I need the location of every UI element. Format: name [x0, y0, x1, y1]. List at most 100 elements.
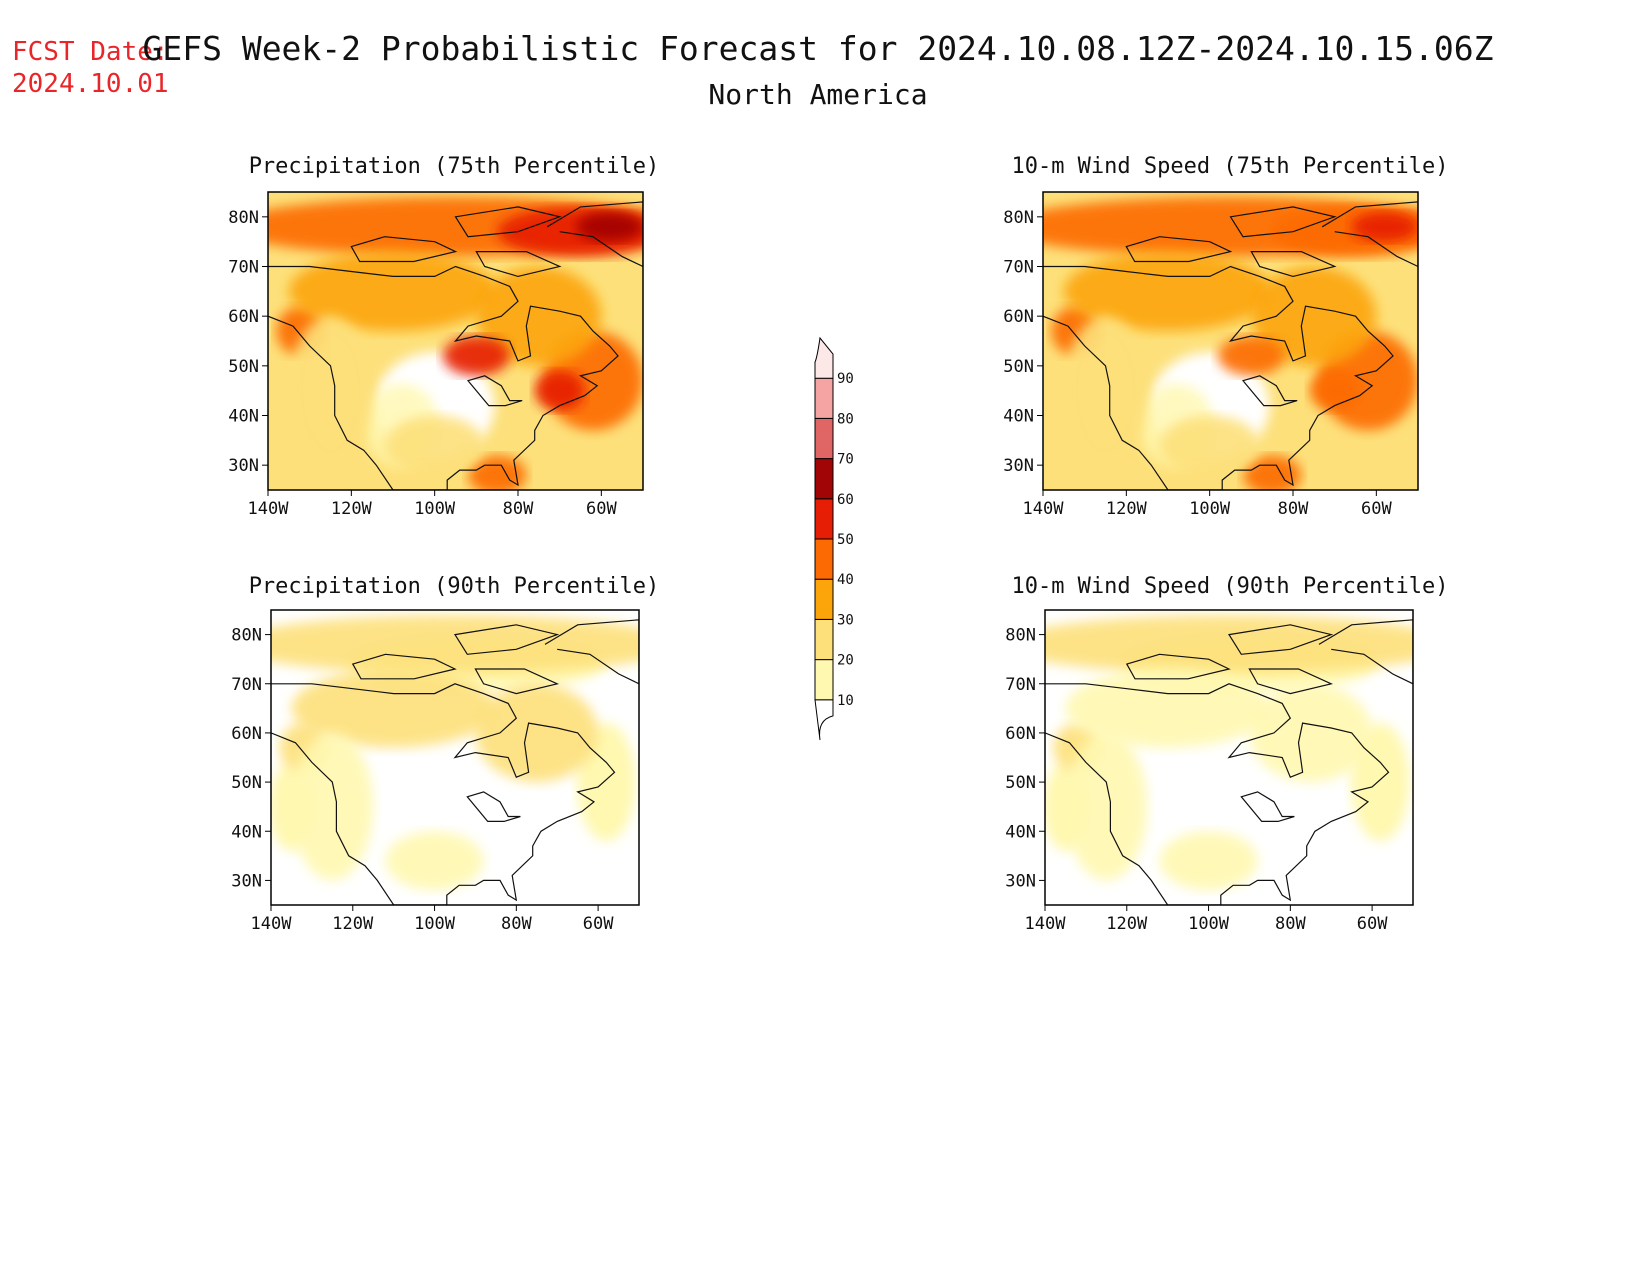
lon-tick-label: 80W [1275, 914, 1306, 934]
field-cell [1045, 614, 1413, 674]
coastlines [1043, 201, 1418, 490]
lat-tick-label: 30N [231, 871, 262, 891]
coastline-arctic-island [1125, 653, 1231, 680]
lat-tick-label: 50N [1005, 773, 1036, 793]
lat-tick-label: 80N [231, 626, 262, 646]
lon-tick-label: 60W [1361, 499, 1392, 519]
colorbar-label: 60 [837, 492, 854, 508]
lon-tick-label: 100W [1188, 914, 1230, 934]
coastline-arctic-island [474, 668, 560, 695]
colorbar-label: 70 [837, 452, 854, 468]
lat-tick-label: 70N [1005, 675, 1036, 695]
coastlines [1045, 619, 1413, 905]
coastline-great-lakes [1240, 791, 1295, 823]
coastline-arctic-island [1248, 668, 1334, 695]
colorbar-label: 30 [837, 612, 854, 628]
coastline-great-lakes [1241, 375, 1298, 407]
panel-precip-90th: Precipitation (90th Percentile) 80N 70N 60… [231, 574, 660, 934]
coastline-arctic-island [475, 251, 562, 278]
probability-field [1043, 192, 1418, 490]
colorbar-label: 40 [837, 572, 854, 588]
field-cell [1351, 211, 1418, 242]
fcst-date-label: FCST Date: [12, 37, 169, 67]
coastline-mainland [268, 265, 619, 490]
lat-tick-label: 50N [1003, 357, 1034, 377]
map-plot: 80N 70N 60N 50N 40N 30N 140W 120W 100W 80W 60W [231, 609, 640, 934]
coastline-mainland [1045, 683, 1390, 905]
colorbar-swatch [814, 578, 834, 620]
field-cell [1218, 336, 1285, 376]
lat-tick-label: 40N [228, 407, 259, 427]
probability-field [271, 610, 639, 905]
map-frame [1044, 609, 1414, 906]
page-subtitle: North America [708, 78, 927, 111]
coastline-arctic-island [1229, 206, 1337, 238]
lat-tick-label: 30N [1003, 456, 1034, 476]
lon-tick-label: 100W [414, 499, 456, 519]
colorbar-label: 90 [837, 371, 854, 387]
panel-title: 10-m Wind Speed (90th Percentile) [1011, 574, 1448, 599]
lon-tick-label: 60W [586, 499, 617, 519]
coastline-greenland [546, 201, 643, 268]
lat-tick-label: 40N [231, 822, 262, 842]
lat-tick-label: 80N [1005, 626, 1036, 646]
fcst-date-value: 2024.10.01 [12, 69, 169, 99]
panel-wind-90th: 10-m Wind Speed (90th Percentile) 80N 70N… [1005, 574, 1448, 934]
lon-tick-label: 120W [331, 499, 373, 519]
coastline-arctic-island [1228, 624, 1334, 655]
colorbar-swatch [814, 336, 834, 379]
colorbar-swatch [814, 417, 834, 460]
coastlines [271, 619, 639, 905]
colorbar-label: 20 [837, 653, 854, 669]
lat-tick-label: 40N [1005, 822, 1036, 842]
coastline-greenland [1321, 201, 1418, 268]
coastline-great-lakes [466, 375, 523, 407]
lat-tick-label: 60N [228, 307, 259, 327]
coastline-great-lakes [466, 791, 521, 823]
coastline-mainland [271, 683, 616, 905]
lon-tick-label: 80W [1278, 499, 1309, 519]
colorbar-legend: 10 20 30 40 50 60 70 80 90 [814, 336, 854, 741]
coastline-greenland [544, 619, 639, 685]
map-plot: 80N 70N 60N 50N 40N 30N 140W 120W 100W 80W 60W [1003, 191, 1419, 519]
colorbar-swatch [814, 538, 834, 580]
panel-wind-75th: 10-m Wind Speed (75th Percentile) 80N 70N… [1003, 154, 1448, 519]
colorbar-swatch [814, 618, 834, 661]
lon-tick-label: 140W [1025, 914, 1067, 934]
lat-tick-label: 40N [1003, 407, 1034, 427]
lat-tick-label: 70N [231, 675, 262, 695]
probability-field [268, 192, 643, 490]
colorbar-swatch [814, 659, 834, 701]
lon-tick-label: 120W [1106, 914, 1148, 934]
field-cell [576, 211, 643, 242]
lon-tick-label: 100W [414, 914, 456, 934]
coastlines [268, 201, 643, 490]
field-cell [288, 316, 373, 466]
map-frame [270, 609, 640, 906]
colorbar-swatch [814, 458, 834, 500]
coastline-mainland [1043, 265, 1394, 490]
map-plot: 80N 70N 60N 50N 40N 30N 140W 120W 100W 80W 60W [1005, 609, 1414, 934]
lat-tick-label: 80N [228, 208, 259, 228]
colorbar-tip-bottom [814, 699, 834, 741]
field-cell [291, 732, 374, 881]
panel-title: Precipitation (75th Percentile) [249, 154, 660, 179]
map-frame [1042, 191, 1419, 491]
field-cell [1159, 831, 1258, 891]
field-cell [384, 415, 485, 476]
panel-title: Precipitation (90th Percentile) [249, 574, 660, 599]
colorbar-swatch [814, 377, 834, 419]
lon-tick-label: 120W [332, 914, 374, 934]
coastline-arctic-island [351, 653, 457, 680]
field-cell [443, 336, 510, 376]
lat-tick-label: 80N [1003, 208, 1034, 228]
colorbar-label: 50 [837, 532, 854, 548]
coastline-arctic-island [1125, 236, 1233, 263]
lat-tick-label: 30N [1005, 871, 1036, 891]
lat-tick-label: 70N [1003, 258, 1034, 278]
lat-tick-label: 50N [231, 773, 262, 793]
field-cell [1309, 370, 1360, 411]
coastline-arctic-island [454, 206, 562, 238]
lon-tick-label: 140W [251, 914, 293, 934]
field-cell [385, 831, 484, 891]
